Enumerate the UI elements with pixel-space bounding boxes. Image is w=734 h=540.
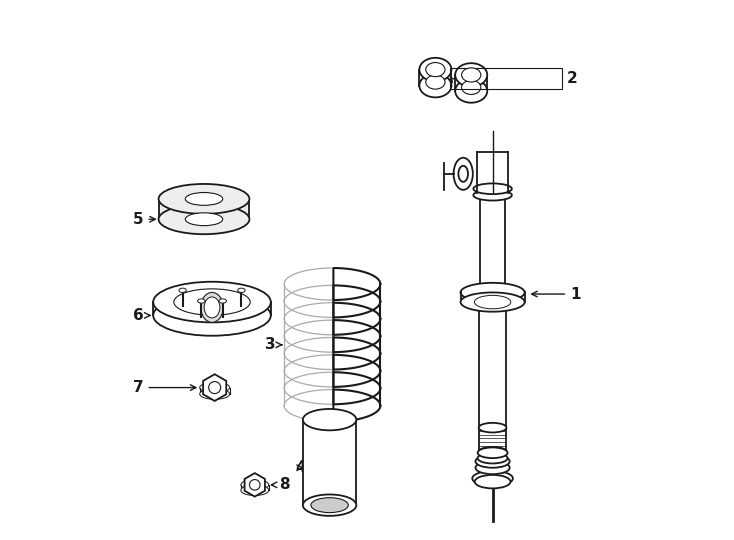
Ellipse shape [454,158,473,190]
Bar [450,68,562,89]
Bar [455,75,487,91]
Ellipse shape [303,409,356,430]
Ellipse shape [479,447,506,456]
Ellipse shape [311,498,349,512]
Text: 2: 2 [567,71,577,86]
Ellipse shape [475,475,510,488]
Ellipse shape [474,295,511,309]
Ellipse shape [303,495,356,516]
Ellipse shape [462,68,481,82]
Text: 8: 8 [272,477,289,492]
Ellipse shape [478,448,507,458]
Bar [159,199,250,219]
Ellipse shape [159,184,250,214]
Ellipse shape [473,190,512,200]
Ellipse shape [241,480,269,490]
Ellipse shape [426,63,445,77]
Text: 6: 6 [133,308,150,323]
Ellipse shape [455,63,487,87]
Ellipse shape [472,471,513,486]
Ellipse shape [478,453,507,463]
Bar [419,70,451,86]
Ellipse shape [200,389,230,400]
Text: 4: 4 [295,460,305,475]
Ellipse shape [204,297,220,318]
Bar [153,302,271,315]
Bar [479,302,506,428]
Ellipse shape [197,299,205,303]
Text: 1: 1 [531,287,581,301]
Ellipse shape [153,295,271,336]
Ellipse shape [153,282,271,322]
Ellipse shape [185,213,222,226]
Ellipse shape [479,423,506,433]
Ellipse shape [238,288,245,293]
Bar [480,195,506,293]
Polygon shape [244,473,265,497]
Ellipse shape [460,283,525,302]
Text: 5: 5 [133,212,156,227]
Bar [303,420,356,505]
Text: 7: 7 [133,380,196,395]
Ellipse shape [208,382,221,394]
Ellipse shape [200,382,230,393]
Ellipse shape [462,80,481,94]
Ellipse shape [201,293,223,322]
Ellipse shape [473,184,512,194]
Ellipse shape [174,289,250,315]
Bar [479,428,506,452]
Ellipse shape [459,166,468,182]
Ellipse shape [241,485,269,496]
Ellipse shape [476,455,509,468]
Bar [460,293,525,302]
Polygon shape [203,374,226,401]
Ellipse shape [419,58,451,82]
Ellipse shape [419,74,451,97]
Ellipse shape [159,204,250,234]
Ellipse shape [219,299,227,303]
Ellipse shape [476,461,509,474]
Ellipse shape [179,288,186,293]
Ellipse shape [455,79,487,103]
Ellipse shape [185,192,222,205]
Ellipse shape [426,75,445,89]
Text: 3: 3 [266,338,282,352]
Ellipse shape [460,293,525,312]
Ellipse shape [250,480,260,490]
